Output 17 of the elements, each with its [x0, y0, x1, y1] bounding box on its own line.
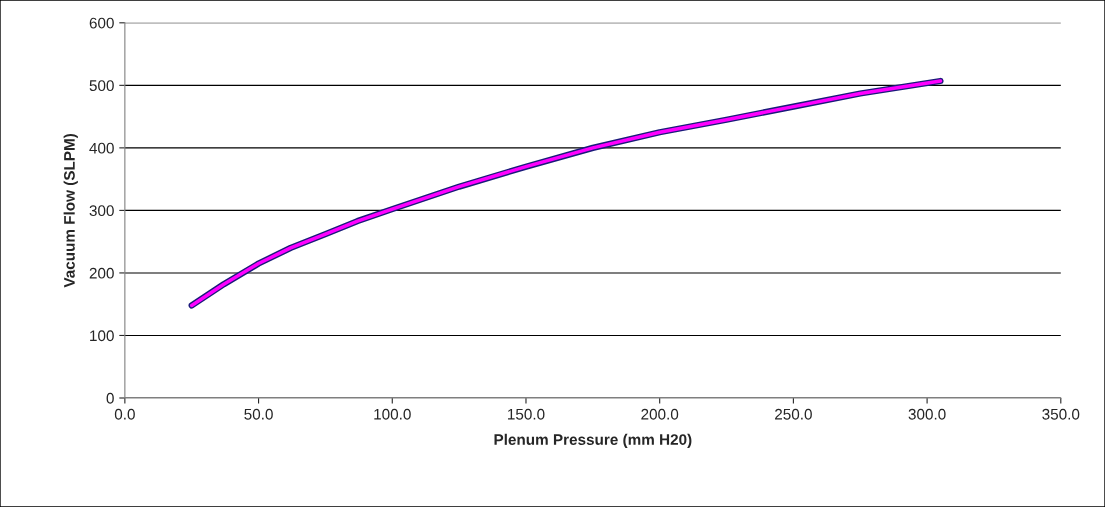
y-tick-label: 200 — [89, 267, 114, 279]
x-tick-label: 350.0 — [1042, 408, 1080, 420]
x-tick-label: 300.0 — [908, 408, 946, 420]
x-axis-title: Plenum Pressure (mm H20) — [494, 433, 692, 449]
y-tick-label: 500 — [89, 80, 114, 92]
x-tick-label: 100.0 — [374, 408, 411, 420]
x-tick-label: 250.0 — [775, 408, 812, 420]
y-tick-label: 0 — [106, 392, 114, 404]
y-tick-label: 600 — [89, 17, 114, 29]
x-tick-label: 50.0 — [244, 408, 273, 420]
x-tick-label: 200.0 — [641, 408, 679, 420]
y-tick-label: 400 — [89, 142, 114, 154]
y-tick-label: 300 — [89, 205, 114, 217]
x-tick-label: 0.0 — [114, 408, 135, 420]
y-tick-label: 100 — [90, 330, 114, 342]
y-axis-title: Vacuum Flow (SLPM) — [63, 133, 78, 288]
x-tick-label: 150.0 — [508, 408, 545, 420]
